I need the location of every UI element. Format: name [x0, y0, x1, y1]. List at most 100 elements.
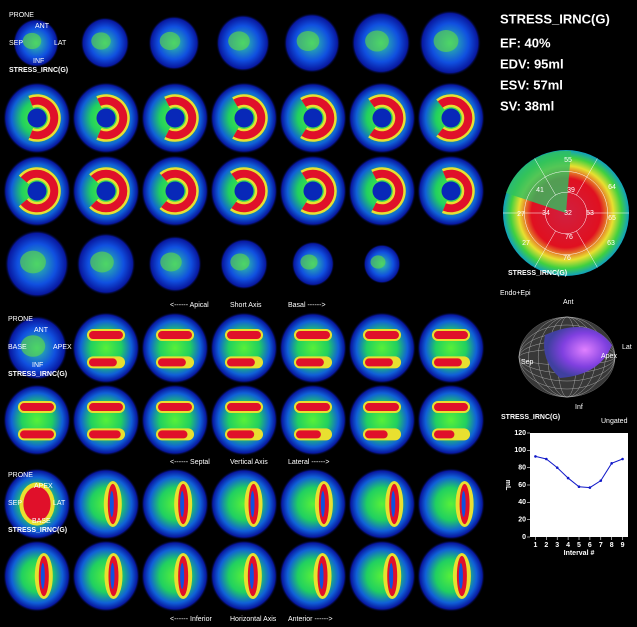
wall [296, 403, 330, 412]
axis-caption: <------ Apical [170, 302, 209, 309]
cavity [461, 491, 466, 517]
segment-value: 64 [608, 184, 616, 191]
perfusion-bg [348, 384, 416, 456]
axis-caption: Anterior ------> [288, 616, 333, 623]
scan-image [4, 229, 70, 299]
perfusion-bg [72, 312, 140, 384]
cavity [372, 108, 392, 128]
perfusion-core [296, 30, 320, 52]
perfusion-bg [279, 312, 347, 384]
myocardium [233, 96, 266, 140]
y-axis-label: mL [504, 480, 511, 491]
wall [227, 430, 255, 439]
scan-image [210, 82, 278, 154]
orientation: APEX [53, 344, 72, 351]
wall [89, 430, 121, 439]
scan-image [12, 18, 60, 68]
orientation: ANT [34, 327, 49, 334]
orientation: LAT [53, 500, 66, 507]
scan-image [141, 312, 209, 384]
scan-image [72, 468, 140, 540]
perfusion-bg [210, 468, 278, 540]
cavity [234, 108, 254, 128]
y-tick-label: 20 [518, 517, 526, 524]
perfusion-bg [210, 312, 278, 384]
myocardium [20, 169, 59, 213]
scan-image [348, 468, 416, 540]
segment-value: 41 [536, 187, 544, 194]
model-label: Ant [563, 299, 574, 306]
cavity [441, 108, 461, 128]
volume-point [610, 462, 613, 465]
x-tick-label: 2 [544, 542, 548, 549]
scan-image [141, 540, 209, 612]
volume-point [621, 457, 624, 461]
cavity [372, 181, 392, 201]
perfusion-bg [141, 312, 209, 384]
axis-caption: Vertical Axis [230, 459, 268, 466]
x-tick-label: 1 [533, 542, 537, 549]
scan-image [348, 155, 416, 227]
orientation: ANT [35, 23, 50, 30]
volume-point [534, 455, 537, 458]
cavity [250, 491, 255, 517]
chart-status: Ungated [601, 418, 628, 425]
scan-image [417, 384, 485, 456]
cavity [96, 181, 116, 201]
scan-image [210, 155, 278, 227]
volume-point [545, 457, 548, 461]
axis-caption: Lateral ------> [288, 459, 329, 466]
wall [227, 358, 255, 367]
metric: EF: 40% [500, 35, 551, 50]
axis-caption: Horizontal Axis [230, 616, 277, 623]
scan-image [279, 82, 347, 154]
axis-caption: Basal ------> [288, 302, 326, 309]
perfusion-bg [417, 540, 485, 612]
perfusion-bg [348, 540, 416, 612]
mode: Endo+Epi [500, 290, 531, 297]
wall [158, 358, 186, 367]
scan-image [3, 384, 71, 456]
scan-image [3, 155, 71, 227]
axis-caption: <------ Septal [170, 459, 210, 466]
cavity [389, 563, 394, 589]
cavity [40, 563, 45, 589]
perfusion-bg [279, 540, 347, 612]
myocardium [442, 169, 473, 213]
orientation: LAT [54, 40, 67, 47]
perfusion-core [20, 335, 46, 357]
myocardium [29, 96, 59, 140]
orientation: INF [32, 362, 43, 369]
perfusion-bg [141, 384, 209, 456]
cavity [249, 563, 254, 589]
model-label: Lat [622, 344, 632, 351]
wall [20, 430, 54, 439]
perfusion-core [90, 251, 114, 273]
x-tick-label: 8 [610, 542, 614, 549]
model-label: Apex [601, 353, 617, 360]
perfusion-bg [279, 468, 347, 540]
y-tick-label: 100 [514, 447, 526, 454]
scan-image [417, 155, 485, 227]
metric: ESV: 57ml [500, 77, 563, 92]
perfusion-core [91, 32, 111, 50]
orientation: PRONE [8, 472, 33, 479]
polar-spoke [534, 230, 556, 268]
scan-image [215, 14, 271, 72]
axis-caption: <------ Inferior [170, 616, 212, 623]
model-label: Sep [521, 359, 534, 366]
scan-image [279, 312, 347, 384]
cavity [234, 181, 254, 201]
scan-image [279, 155, 347, 227]
perfusion-bg [279, 384, 347, 456]
perfusion-core [228, 31, 250, 51]
cavity [96, 108, 116, 128]
perfusion-bg [417, 384, 485, 456]
scan-image [3, 82, 71, 154]
myocardium [369, 96, 404, 140]
cavity [320, 491, 325, 517]
wall [365, 403, 399, 412]
cavity [303, 108, 323, 128]
cavity [391, 491, 396, 517]
wall [89, 331, 123, 340]
